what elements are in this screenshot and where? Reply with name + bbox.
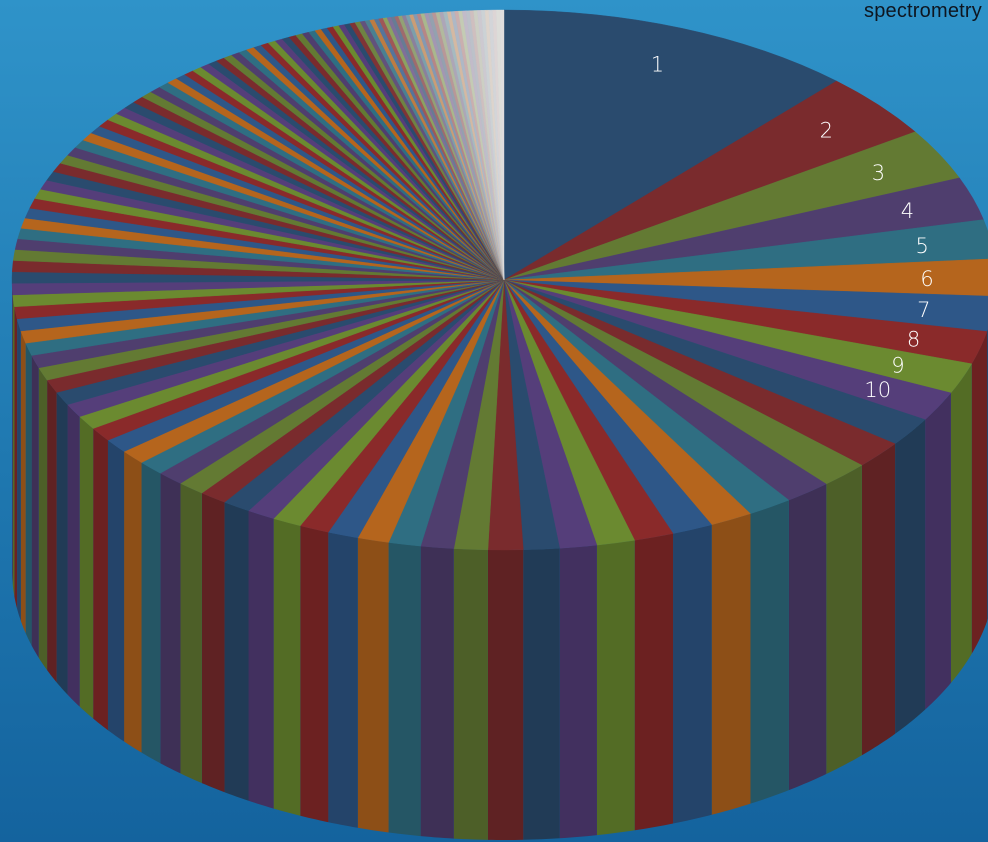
pie-side-17 <box>673 524 712 824</box>
slice-label-7: 7 <box>917 298 930 322</box>
pie-side-31 <box>224 502 249 801</box>
pie-side-22 <box>487 549 524 840</box>
pie-side-39 <box>79 416 94 719</box>
pie-top-layer <box>11 9 988 551</box>
pie-side-23 <box>453 548 488 840</box>
pie-slice-1 <box>503 9 837 281</box>
pie-side-10 <box>925 392 951 710</box>
pie-side-16 <box>711 513 751 815</box>
slice-label-2: 2 <box>820 119 833 143</box>
pie-side-50 <box>12 283 13 585</box>
pie-side-32 <box>201 493 225 793</box>
pie-side-9 <box>950 363 972 683</box>
pie-side-18 <box>634 533 674 831</box>
chart-caption: spectrometry <box>864 0 982 22</box>
pie-slice-5 <box>503 219 988 281</box>
pie-side-30 <box>248 510 274 809</box>
pie-side-11 <box>895 419 926 734</box>
slice-label-3: 3 <box>872 161 885 185</box>
slice-label-1: 1 <box>651 53 664 77</box>
pie-side-27 <box>328 532 358 828</box>
pie-side-layer <box>12 280 988 840</box>
pie-side-28 <box>300 525 329 823</box>
pie-side-29 <box>273 518 301 816</box>
slice-label-5: 5 <box>916 234 929 258</box>
pie-side-26 <box>357 537 389 833</box>
pie-side-34 <box>160 473 181 774</box>
pie-side-13 <box>826 465 862 775</box>
pie-side-40 <box>67 404 80 707</box>
pie-side-45 <box>25 343 32 646</box>
pie-side-47 <box>17 318 21 621</box>
pie-side-24 <box>420 546 454 839</box>
pie-side-46 <box>20 330 26 634</box>
pie-side-25 <box>388 542 421 837</box>
pie-slice-140 <box>499 9 505 281</box>
pie-slice-6 <box>503 258 988 297</box>
pie-side-20 <box>559 545 597 839</box>
pie-side-38 <box>93 428 108 731</box>
pie-side-33 <box>180 483 202 784</box>
slice-label-6: 6 <box>920 267 933 291</box>
pie-side-35 <box>141 462 161 764</box>
pie-side-42 <box>47 380 57 683</box>
pie-side-14 <box>788 484 827 791</box>
slice-label-4: 4 <box>901 199 914 223</box>
slice-label-10: 10 <box>864 378 891 402</box>
pie-side-19 <box>596 540 635 836</box>
pie-side-43 <box>38 367 48 671</box>
pie-side-48 <box>14 306 18 609</box>
pie-side-15 <box>750 500 789 804</box>
pie-side-41 <box>56 392 68 695</box>
slice-label-8: 8 <box>907 327 920 351</box>
pie-side-8 <box>971 331 987 654</box>
pie-side-12 <box>861 443 896 756</box>
pie-side-21 <box>523 548 560 840</box>
pie-side-36 <box>124 451 142 753</box>
pie-side-49 <box>12 294 15 597</box>
pie-side-37 <box>107 440 125 742</box>
pie-side-44 <box>31 355 39 658</box>
slice-label-9: 9 <box>891 354 904 378</box>
